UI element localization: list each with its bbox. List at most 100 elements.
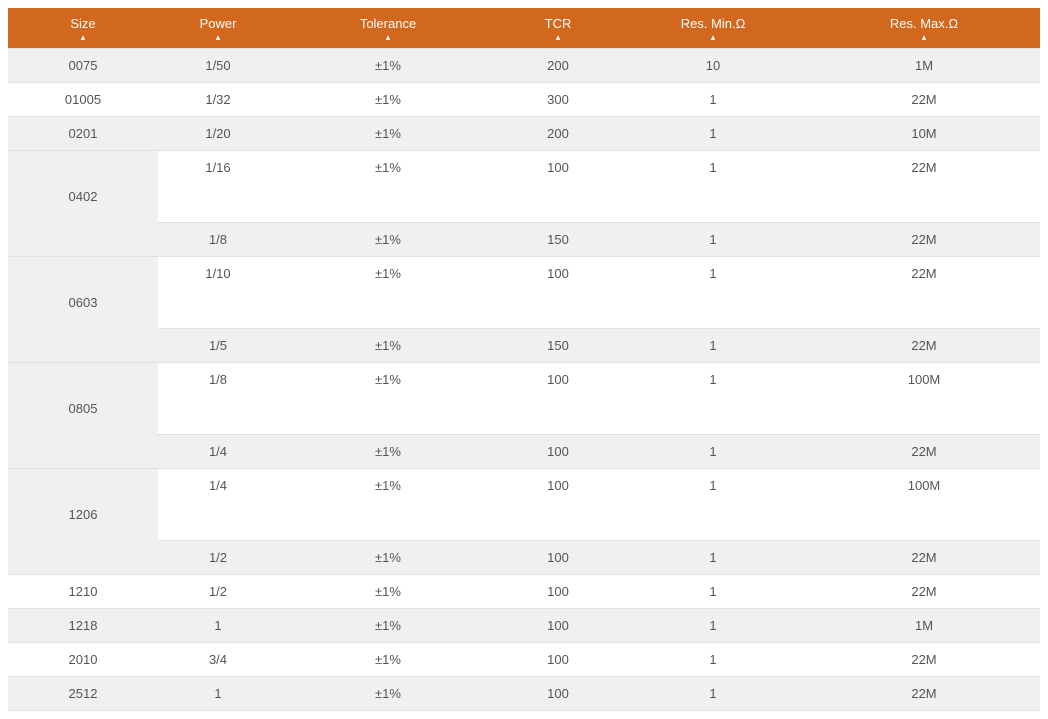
cell-power: 1/16 (158, 151, 278, 223)
cell-tcr: 100 (498, 435, 618, 469)
cell-size: 01005 (8, 83, 158, 117)
cell-power: 1/10 (158, 257, 278, 329)
cell-tcr: 100 (498, 541, 618, 575)
cell-rmin: 1 (618, 151, 808, 223)
cell-rmin: 1 (618, 117, 808, 151)
cell-tcr: 150 (498, 329, 618, 363)
cell-power: 1/4 (158, 435, 278, 469)
cell-tol: ±1% (278, 223, 498, 257)
cell-power: 1/50 (158, 49, 278, 83)
cell-size: 1210 (8, 575, 158, 609)
cell-rmin: 1 (618, 329, 808, 363)
cell-tcr: 200 (498, 117, 618, 151)
table-row: 010051/32±1%300122M (8, 83, 1040, 117)
table-row: 1/4±1%100122M (8, 435, 1040, 469)
cell-rmax: 22M (808, 435, 1040, 469)
cell-size: 2512 (8, 677, 158, 711)
cell-size-merged-continuation (8, 329, 158, 363)
col-header-label: TCR (545, 16, 572, 31)
cell-tol: ±1% (278, 469, 498, 541)
cell-tol: ±1% (278, 435, 498, 469)
table-row: 12061/4±1%1001100M (8, 469, 1040, 541)
cell-size: 1218 (8, 609, 158, 643)
cell-rmax: 10M (808, 117, 1040, 151)
cell-rmax: 22M (808, 677, 1040, 711)
cell-rmin: 1 (618, 469, 808, 541)
col-header-label: Res. Max.Ω (890, 16, 958, 31)
cell-rmax: 22M (808, 223, 1040, 257)
cell-rmin: 1 (618, 223, 808, 257)
cell-rmax: 22M (808, 257, 1040, 329)
cell-size-merged-continuation (8, 435, 158, 469)
col-header-size[interactable]: Size ▴ (8, 8, 158, 49)
col-header-power[interactable]: Power ▴ (158, 8, 278, 49)
cell-rmax: 22M (808, 83, 1040, 117)
cell-size-merged-continuation (8, 541, 158, 575)
cell-tol: ±1% (278, 643, 498, 677)
col-header-res-min[interactable]: Res. Min.Ω ▴ (618, 8, 808, 49)
cell-tol: ±1% (278, 677, 498, 711)
cell-rmin: 1 (618, 435, 808, 469)
cell-tcr: 100 (498, 643, 618, 677)
cell-tcr: 100 (498, 469, 618, 541)
col-header-tcr[interactable]: TCR ▴ (498, 8, 618, 49)
cell-rmax: 100M (808, 363, 1040, 435)
cell-tcr: 100 (498, 151, 618, 223)
col-header-label: Size (70, 16, 95, 31)
resistor-spec-table: Size ▴ Power ▴ Tolerance ▴ TCR ▴ Res. Mi… (8, 8, 1040, 711)
table-row: 25121±1%100122M (8, 677, 1040, 711)
cell-tol: ±1% (278, 117, 498, 151)
cell-rmax: 22M (808, 329, 1040, 363)
cell-size-merged-continuation (8, 223, 158, 257)
table-row: 02011/20±1%200110M (8, 117, 1040, 151)
cell-size: 0075 (8, 49, 158, 83)
cell-size: 0805 (8, 363, 158, 435)
cell-rmin: 1 (618, 677, 808, 711)
sort-arrow-icon: ▴ (282, 33, 494, 42)
cell-tol: ±1% (278, 541, 498, 575)
cell-size: 2010 (8, 643, 158, 677)
cell-rmax: 1M (808, 49, 1040, 83)
cell-power: 1/8 (158, 363, 278, 435)
cell-rmin: 1 (618, 83, 808, 117)
cell-tol: ±1% (278, 49, 498, 83)
table-row: 20103/4±1%100122M (8, 643, 1040, 677)
sort-arrow-icon: ▴ (812, 33, 1036, 42)
cell-tcr: 100 (498, 609, 618, 643)
col-header-res-max[interactable]: Res. Max.Ω ▴ (808, 8, 1040, 49)
cell-rmin: 1 (618, 363, 808, 435)
table-body: 00751/50±1%200101M010051/32±1%300122M020… (8, 49, 1040, 711)
cell-rmin: 1 (618, 609, 808, 643)
sort-arrow-icon: ▴ (12, 33, 154, 42)
table-row: 04021/16±1%100122M (8, 151, 1040, 223)
cell-power: 1/32 (158, 83, 278, 117)
cell-tcr: 100 (498, 575, 618, 609)
cell-size: 0402 (8, 151, 158, 223)
col-header-tolerance[interactable]: Tolerance ▴ (278, 8, 498, 49)
table-row: 1/5±1%150122M (8, 329, 1040, 363)
sort-arrow-icon: ▴ (162, 33, 274, 42)
table-row: 1/2±1%100122M (8, 541, 1040, 575)
cell-size: 1206 (8, 469, 158, 541)
cell-power: 1 (158, 677, 278, 711)
table-row: 06031/10±1%100122M (8, 257, 1040, 329)
cell-power: 1/20 (158, 117, 278, 151)
cell-rmax: 22M (808, 575, 1040, 609)
cell-tol: ±1% (278, 83, 498, 117)
table-row: 00751/50±1%200101M (8, 49, 1040, 83)
col-header-label: Power (200, 16, 237, 31)
cell-rmin: 1 (618, 643, 808, 677)
col-header-label: Res. Min.Ω (681, 16, 746, 31)
cell-tol: ±1% (278, 575, 498, 609)
cell-tcr: 200 (498, 49, 618, 83)
cell-rmin: 10 (618, 49, 808, 83)
cell-power: 1/5 (158, 329, 278, 363)
cell-tcr: 100 (498, 257, 618, 329)
sort-arrow-icon: ▴ (622, 33, 804, 42)
cell-rmin: 1 (618, 257, 808, 329)
cell-tcr: 100 (498, 677, 618, 711)
cell-rmin: 1 (618, 575, 808, 609)
table-row: 08051/8±1%1001100M (8, 363, 1040, 435)
cell-rmax: 22M (808, 643, 1040, 677)
sort-arrow-icon: ▴ (502, 33, 614, 42)
